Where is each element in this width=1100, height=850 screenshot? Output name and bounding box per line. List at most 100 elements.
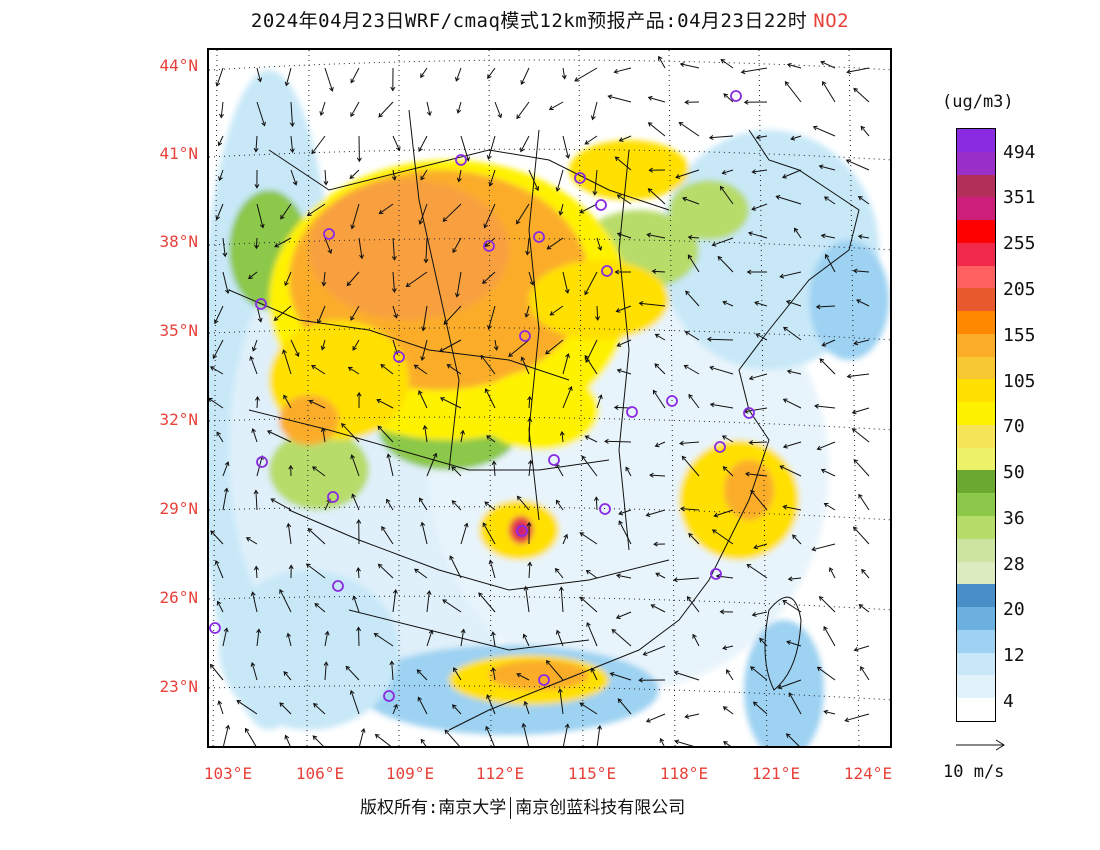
wind-arrow <box>596 237 603 251</box>
wind-arrow <box>417 696 428 715</box>
station-marker <box>327 491 339 503</box>
wind-arrow <box>280 203 292 220</box>
wind-arrow <box>642 645 666 656</box>
wind-arrow <box>523 700 530 715</box>
wind-arrow <box>488 559 496 579</box>
wind-arrow <box>439 339 462 353</box>
concentration-field <box>209 50 890 746</box>
wind-arrow <box>545 659 564 681</box>
wind-arrow <box>679 506 700 512</box>
color-legend <box>956 128 996 722</box>
lat-label-32: 32°N <box>159 410 198 429</box>
wind-arrow <box>392 135 401 152</box>
wind-arrow <box>376 398 394 409</box>
wind-arrow <box>270 498 292 511</box>
wind-arrow <box>508 339 530 358</box>
wind-arrow <box>717 255 734 273</box>
wind-arrow <box>743 99 768 105</box>
lat-label-41: 41°N <box>159 144 198 163</box>
wind-arrow <box>256 628 262 647</box>
wind-arrow <box>788 692 802 715</box>
wind-arrow <box>816 441 836 451</box>
wind-arrow <box>846 373 870 379</box>
wind-arrow <box>596 394 603 409</box>
copyright-company: 南京创蓝科技有限公司 <box>515 798 686 818</box>
wind-arrow <box>311 364 326 375</box>
wind-arrow <box>521 722 530 746</box>
wind-arrow <box>480 354 496 375</box>
wind-arrow <box>604 438 632 444</box>
wind-arrow <box>678 121 700 137</box>
wind-arrow <box>350 101 360 118</box>
wind-arrow <box>723 93 734 103</box>
wind-arrow <box>254 169 260 189</box>
wind-arrow <box>711 529 734 545</box>
wind-arrow <box>527 561 533 579</box>
wind-arrow <box>584 271 598 296</box>
legend-swatch <box>957 197 995 221</box>
station-marker <box>595 199 607 211</box>
wind-arrow <box>320 339 326 351</box>
wind-arrow <box>616 368 632 375</box>
wind-arrow <box>782 504 802 511</box>
wind-arrow <box>653 541 666 547</box>
wind-arrow <box>688 532 700 545</box>
legend-swatch <box>957 652 995 676</box>
wind-arrow <box>356 519 362 545</box>
wind-arrow <box>592 169 598 196</box>
legend-label: 12 <box>1003 645 1025 666</box>
wind-arrow <box>358 237 365 260</box>
wind-arrow <box>851 428 870 443</box>
wind-arrow <box>555 169 564 192</box>
wind-arrow <box>490 631 496 647</box>
wind-arrow <box>858 604 870 613</box>
lon-label-121: 121°E <box>751 764 801 783</box>
wind-arrow <box>857 234 870 240</box>
wind-arrow <box>658 55 666 69</box>
wind-arrow <box>217 700 224 715</box>
wind-arrow <box>426 590 432 613</box>
wind-arrow <box>491 460 497 477</box>
wind-arrow <box>681 196 700 205</box>
legend-swatch <box>957 607 995 630</box>
legend-swatch <box>957 151 995 175</box>
wind-arrow <box>284 67 292 87</box>
wind-arrow <box>420 169 428 181</box>
grid-lines <box>209 50 890 746</box>
legend-label: 105 <box>1003 371 1036 392</box>
legend-swatch <box>957 288 995 312</box>
wind-arrow <box>527 395 533 409</box>
wind-arrow <box>390 67 396 92</box>
wind-arrow <box>214 560 224 579</box>
wind-arrow <box>391 271 397 293</box>
wind-arrow <box>386 453 394 477</box>
wind-arrow <box>516 673 530 681</box>
wind-arrow <box>574 67 598 82</box>
wind-arrow <box>554 567 564 579</box>
station-marker <box>383 690 395 702</box>
wind-arrow <box>709 402 734 409</box>
wind-arrow <box>320 427 326 443</box>
wind-arrow <box>525 237 531 256</box>
wind-arrow <box>586 622 598 647</box>
wind-arrow <box>311 135 326 155</box>
wind-arrow <box>405 271 428 288</box>
wind-arrow <box>487 305 496 330</box>
legend-swatch <box>957 174 995 198</box>
wind-arrow <box>820 233 836 239</box>
lon-label-109: 109°E <box>385 764 435 783</box>
wind-arrow <box>747 231 768 239</box>
wind-arrow <box>209 663 224 681</box>
wind-arrow <box>456 169 462 183</box>
wind-arrow <box>523 585 530 613</box>
wind-arrow <box>528 169 539 192</box>
wind-arrow <box>811 543 836 552</box>
wind-arrow <box>816 666 836 681</box>
wind-arrow <box>256 203 265 229</box>
wind-arrow <box>324 630 330 647</box>
wind-arrow <box>250 591 258 613</box>
wind-arrow <box>442 203 462 222</box>
wind-arrow <box>486 135 496 160</box>
wind-arrow <box>846 67 870 75</box>
wind-arrow <box>528 459 533 477</box>
